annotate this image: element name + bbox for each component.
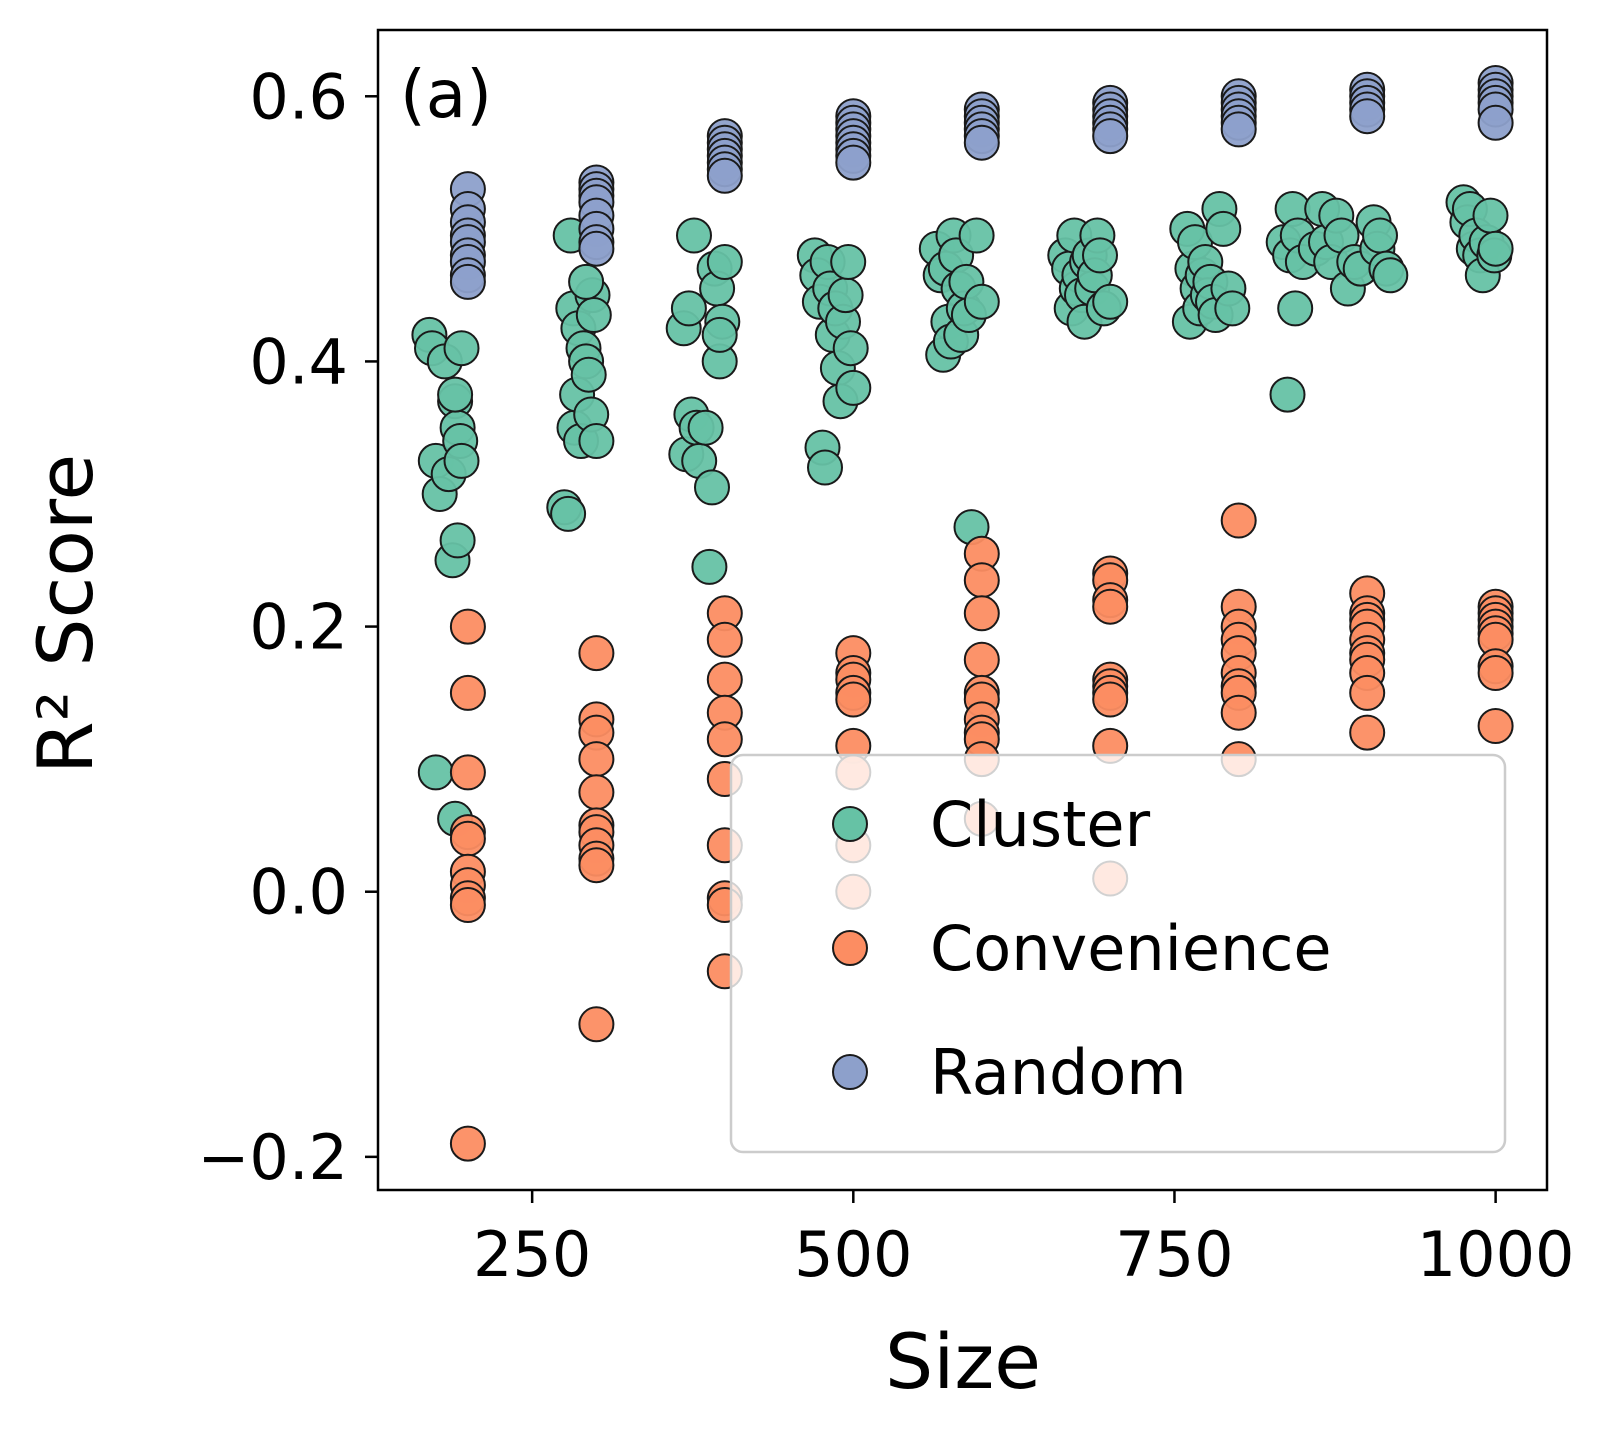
legend-item-convenience: Convenience — [832, 912, 1332, 985]
data-point — [1349, 98, 1386, 135]
data-point — [578, 230, 615, 267]
data-point — [1214, 290, 1251, 327]
data-point — [568, 263, 605, 300]
data-point — [1082, 237, 1118, 274]
x-tick-label: 250 — [473, 1218, 591, 1291]
data-point — [449, 1125, 486, 1162]
data-point — [1205, 210, 1242, 247]
data-point — [449, 263, 486, 300]
data-point — [578, 423, 615, 459]
data-point — [694, 469, 730, 506]
data-point — [687, 409, 724, 446]
data-point — [578, 635, 615, 672]
y-tick-label: 0.4 — [249, 325, 348, 398]
data-point — [706, 244, 743, 280]
data-point — [963, 641, 1000, 678]
data-point — [706, 721, 743, 758]
legend-label: Cluster — [930, 788, 1151, 861]
legend-box — [729, 753, 1507, 1154]
data-point — [1349, 674, 1386, 711]
legend-marker — [832, 930, 868, 966]
data-point — [1092, 681, 1129, 718]
data-point — [578, 774, 615, 811]
data-point — [1277, 290, 1314, 327]
data-point — [701, 316, 738, 353]
data-point — [958, 217, 995, 254]
data-point — [1220, 694, 1257, 731]
legend-marker — [832, 806, 868, 842]
data-point — [578, 847, 615, 884]
data-point — [835, 681, 872, 718]
data-point — [439, 522, 476, 559]
data-point — [1349, 714, 1386, 751]
data-point — [963, 562, 1000, 599]
data-point — [417, 754, 454, 791]
x-axis-title: Size — [885, 1317, 1041, 1406]
data-point — [691, 548, 728, 585]
y-tick-label: 0.6 — [249, 60, 348, 133]
data-point — [1362, 217, 1398, 254]
data-point — [1269, 376, 1306, 413]
x-tick-label: 500 — [794, 1218, 912, 1291]
legend-item-cluster: Cluster — [832, 788, 1151, 861]
data-point — [443, 442, 480, 479]
data-point — [1477, 708, 1514, 744]
data-point — [449, 674, 486, 711]
data-point — [570, 356, 607, 393]
data-point — [1477, 230, 1514, 267]
x-tick-label: 1000 — [1417, 1218, 1575, 1291]
data-point — [1220, 111, 1257, 148]
plot-frame — [376, 28, 1549, 1192]
data-point — [1477, 655, 1514, 691]
y-axis: −0.2 0.0 0.2 0.4 0.6 — [197, 60, 378, 1194]
data-point — [835, 369, 872, 406]
data-point — [1220, 502, 1257, 539]
data-point — [1092, 283, 1129, 320]
y-tick-label: 0.0 — [249, 856, 348, 929]
data-point — [835, 144, 872, 181]
data-point — [550, 495, 587, 532]
data-point — [1472, 197, 1509, 234]
legend-label: Convenience — [930, 912, 1332, 985]
legend: Cluster Convenience Random — [729, 753, 1507, 1154]
data-point — [807, 449, 843, 486]
series-random — [449, 65, 1514, 300]
y-tick-label: 0.2 — [249, 591, 348, 664]
data-point — [578, 741, 615, 778]
y-axis-title: R² Score — [21, 454, 110, 774]
data-point — [437, 376, 474, 413]
legend-marker — [832, 1054, 868, 1090]
data-point — [443, 330, 480, 367]
y-tick-label: −0.2 — [197, 1121, 348, 1194]
data-point — [706, 661, 743, 698]
data-point — [963, 124, 1000, 161]
legend-label: Random — [930, 1036, 1187, 1109]
data-point — [449, 608, 486, 645]
data-point — [578, 1006, 615, 1043]
data-point — [706, 621, 743, 658]
data-point — [963, 595, 1000, 632]
data-point — [1092, 118, 1129, 155]
x-axis: 250 500 750 1000 — [473, 1190, 1575, 1291]
data-point — [1477, 104, 1514, 141]
data-point — [830, 244, 867, 280]
data-point — [706, 157, 743, 194]
data-point — [676, 217, 712, 254]
legend-item-random: Random — [832, 1036, 1187, 1109]
data-point — [963, 283, 1000, 320]
x-tick-label: 750 — [1115, 1218, 1233, 1291]
data-point — [1092, 588, 1129, 625]
data-point — [827, 277, 864, 314]
data-point — [1372, 257, 1409, 294]
data-point — [575, 297, 612, 333]
data-point — [449, 820, 486, 857]
data-point — [670, 290, 707, 327]
data-point — [449, 887, 486, 923]
data-point — [832, 330, 869, 367]
panel-label: (a) — [400, 56, 492, 133]
data-point — [449, 754, 486, 791]
series-cluster — [411, 184, 1514, 837]
